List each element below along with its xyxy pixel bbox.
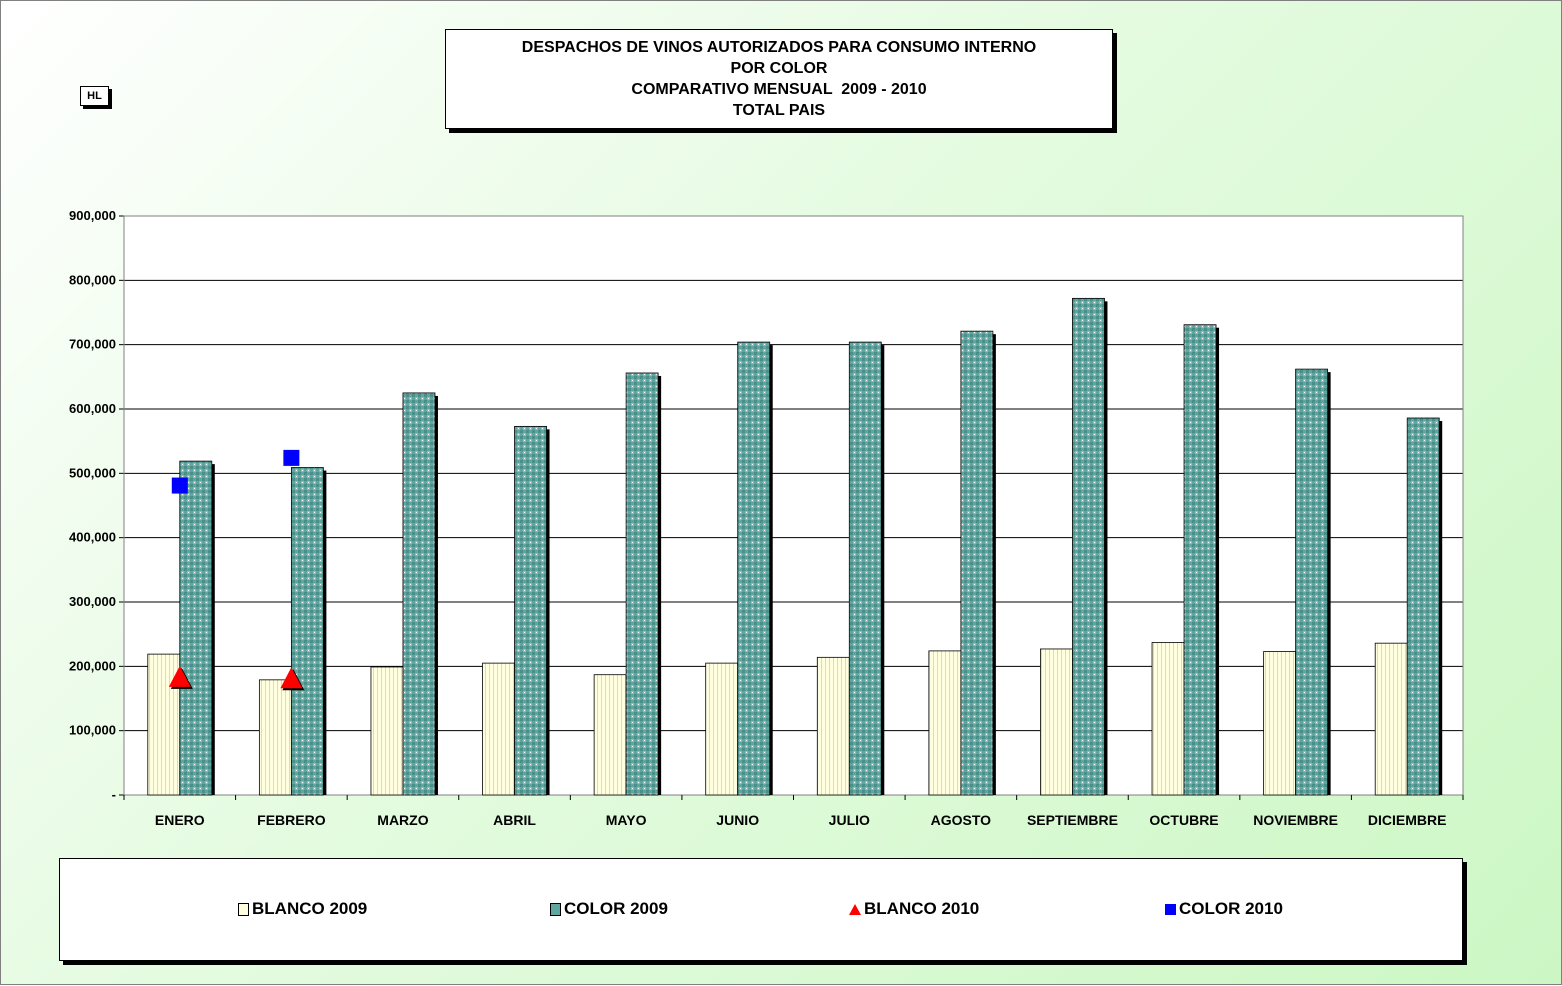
y-tick-label: 100,000 [69,723,116,738]
bar-color-2009 [625,372,659,796]
legend-label-color-2009: COLOR 2009 [564,899,668,918]
bar-blanco-2009 [482,662,515,796]
chart-title-box: DESPACHOS DE VINOS AUTORIZADOS PARA CONS… [445,29,1113,129]
legend-swatch-color-2010 [1165,903,1176,915]
x-tick-label: AGOSTO [931,812,992,828]
marker-blanco-2010 [280,667,303,689]
bar-blanco-2009 [370,666,404,796]
bar-blanco-2009 [816,656,850,796]
legend: BLANCO 2009 COLOR 2009 BLANCO 2010 COLOR… [59,858,1463,961]
x-tick-label: MAYO [606,812,647,828]
x-tick-label: JULIO [829,812,870,828]
legend-swatch-color-2009 [550,902,561,916]
chart-title-line-3: COMPARATIVO MENSUAL 2009 - 2010 [631,81,927,98]
plot-background [124,216,1463,795]
legend-item-color-2010: COLOR 2010 [1165,899,1283,919]
x-tick-label: ABRIL [493,812,536,828]
x-tick-label: NOVIEMBRE [1253,812,1338,828]
bar-color-2009 [1183,324,1217,796]
x-tick-label: DICIEMBRE [1368,812,1447,828]
legend-swatch-blanco-2009 [238,902,249,916]
bar-color-2009 [290,467,324,796]
bar-color-2009 [848,341,882,796]
chart-title-line-4: TOTAL PAIS [732,102,826,119]
bar-blanco-2009 [593,674,627,796]
bar-color-2009 [737,341,771,796]
bar-color-2009 [514,425,547,796]
legend-item-color-2009: COLOR 2009 [550,899,668,919]
legend-item-blanco-2009: BLANCO 2009 [238,899,367,919]
unit-label: HL [80,86,109,106]
bar-color-2009 [1072,297,1105,796]
y-tick-label: 900,000 [69,208,116,223]
legend-label-color-2010: COLOR 2010 [1179,899,1283,918]
y-tick-label: 600,000 [69,401,116,416]
bar-color-2009 [1406,417,1440,796]
legend-swatch-blanco-2010 [849,903,861,915]
bar-blanco-2009 [258,679,292,796]
marker-color-2010 [171,477,188,494]
bar-color-2009 [960,330,994,796]
bar-blanco-2009 [1374,642,1408,796]
plot-area: - 100,000 200,000 300,000 400,000 500,000 600,… [69,208,1464,828]
bar-color-2009 [402,392,436,796]
legend-label-blanco-2010: BLANCO 2010 [864,899,980,918]
y-tick-label: 800,000 [69,272,116,287]
chart-title-line-2: POR COLOR [730,60,828,77]
y-tick-label: 300,000 [69,594,116,609]
y-tick-label: 200,000 [69,658,116,673]
y-tick-label: 500,000 [69,465,116,480]
x-tick-label: JUNIO [716,812,759,828]
x-tick-label: ENERO [155,812,205,828]
legend-label-blanco-2009: BLANCO 2009 [252,899,368,918]
legend-item-blanco-2010: BLANCO 2010 [849,899,979,919]
bar-blanco-2009 [705,662,739,796]
x-tick-label: FEBRERO [257,812,326,828]
bar-blanco-2009 [1151,642,1185,796]
bar-color-2009 [179,460,213,796]
y-tick-label: 400,000 [69,530,116,545]
marker-blanco-2010 [168,665,191,687]
x-tick-label: OCTUBRE [1149,812,1218,828]
bar-blanco-2009 [1040,648,1073,796]
y-tick-label: 700,000 [69,337,116,352]
y-tick-label: - [112,787,116,802]
bar-color-2009 [1295,368,1329,796]
bar-blanco-2009 [928,650,962,796]
chart-title-line-1: DESPACHOS DE VINOS AUTORIZADOS PARA CONS… [521,39,1037,56]
marker-color-2010 [283,449,300,466]
bar-blanco-2009 [1263,651,1297,796]
x-tick-label: SEPTIEMBRE [1027,812,1118,828]
x-tick-label: MARZO [377,812,428,828]
